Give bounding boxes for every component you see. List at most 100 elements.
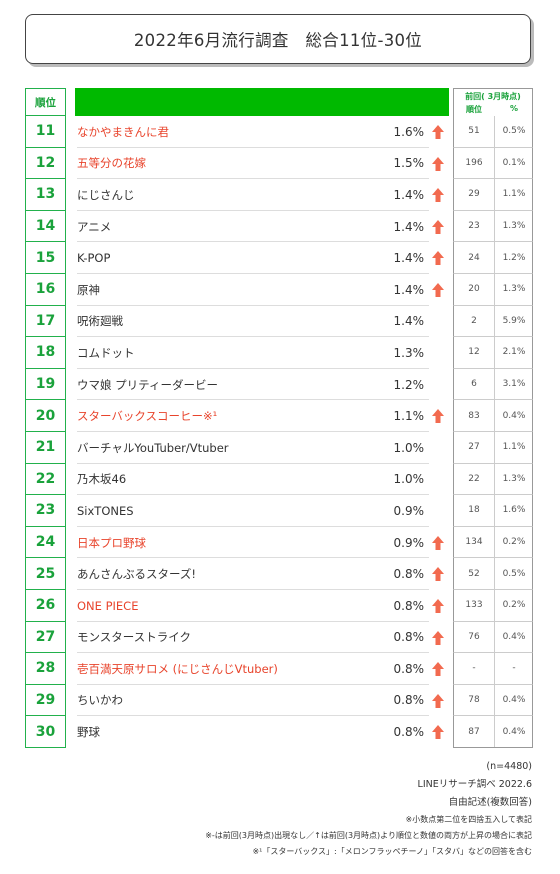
percent-value: 0.9% bbox=[393, 535, 425, 550]
rank-cell: 12 bbox=[25, 147, 66, 180]
previous-rank: 51 bbox=[468, 126, 480, 137]
previous-cell: 24 1.2% bbox=[453, 242, 533, 274]
percent-value: 1.0% bbox=[393, 440, 425, 455]
table-row: 26 ONE PIECE 0.8% 133 0.2% bbox=[25, 589, 535, 622]
previous-percent: - bbox=[512, 663, 516, 674]
previous-percent: 1.3% bbox=[502, 473, 526, 484]
percent-value: 0.8% bbox=[393, 661, 425, 676]
table-row: 20 スターバックスコーヒー※¹ 1.1% 83 0.4% bbox=[25, 400, 535, 432]
table-row: 21 バーチャルYouTuber/Vtuber 1.0% 27 1.1% bbox=[25, 431, 535, 464]
previous-percent: 3.1% bbox=[502, 379, 526, 390]
previous-rank: 18 bbox=[468, 505, 480, 516]
up-arrow-icon bbox=[432, 725, 444, 740]
previous-column-header: 前回( 3月時点) 順位 % bbox=[453, 88, 533, 116]
rank-column-header: 順位 bbox=[25, 88, 66, 116]
previous-divider bbox=[494, 242, 495, 273]
previous-rank: 23 bbox=[468, 221, 480, 232]
item-name: モンスターストライク bbox=[77, 630, 191, 645]
previous-divider bbox=[494, 431, 495, 463]
previous-rank: 78 bbox=[468, 694, 480, 705]
item-name: ちいかわ bbox=[77, 693, 123, 708]
previous-percent: 0.4% bbox=[502, 726, 526, 737]
previous-cell: 20 1.3% bbox=[453, 273, 533, 306]
item-name: スターバックスコーヒー※¹ bbox=[77, 409, 218, 424]
previous-percent: 1.2% bbox=[502, 252, 526, 263]
percent-value: 1.6% bbox=[393, 124, 425, 139]
ranking-table: 11 なかやまきんに君 1.6% 51 0.5% 12 五等分の花嫁 1.5% 196 0.1% 1… bbox=[25, 116, 535, 748]
previous-divider bbox=[494, 337, 495, 368]
previous-percent: 1.3% bbox=[502, 284, 526, 295]
percent-value: 0.8% bbox=[393, 567, 425, 582]
percent-value: 1.4% bbox=[393, 187, 425, 202]
previous-divider bbox=[494, 653, 495, 684]
rank-cell: 25 bbox=[25, 558, 66, 590]
up-arrow-icon bbox=[432, 662, 444, 677]
previous-rank: 29 bbox=[468, 189, 480, 200]
rank-cell: 18 bbox=[25, 337, 66, 369]
item-name: 原神 bbox=[77, 282, 100, 297]
previous-cell: 134 0.2% bbox=[453, 526, 533, 559]
up-arrow-icon bbox=[432, 693, 444, 708]
item-name: 五等分の花嫁 bbox=[77, 156, 146, 171]
previous-percent: 0.4% bbox=[502, 410, 526, 421]
previous-percent: 0.2% bbox=[502, 600, 526, 611]
item-name: バーチャルYouTuber/Vtuber bbox=[77, 440, 229, 455]
percent-value: 1.0% bbox=[393, 472, 425, 487]
table-row: 17 呪術廻戦 1.4% 2 5.9% bbox=[25, 305, 535, 338]
table-row: 28 壱百満天原サロメ (にじさんじVtuber) 0.8% - - bbox=[25, 653, 535, 685]
table-row: 23 SixTONES 0.9% 18 1.6% bbox=[25, 495, 535, 527]
previous-divider bbox=[494, 116, 495, 147]
row-separator bbox=[77, 462, 429, 464]
table-row: 13 にじさんじ 1.4% 29 1.1% bbox=[25, 179, 535, 211]
previous-rank: 83 bbox=[468, 410, 480, 421]
item-name: SixTONES bbox=[77, 503, 134, 518]
previous-cell: 78 0.4% bbox=[453, 684, 533, 717]
row-separator bbox=[77, 494, 429, 496]
previous-percent: 0.4% bbox=[502, 694, 526, 705]
rank-cell: 27 bbox=[25, 621, 66, 654]
previous-divider bbox=[494, 147, 495, 179]
rank-cell: 21 bbox=[25, 431, 66, 464]
rank-cell: 23 bbox=[25, 495, 66, 527]
previous-rank: 196 bbox=[465, 157, 483, 168]
previous-divider bbox=[494, 526, 495, 558]
percent-value: 1.3% bbox=[393, 345, 425, 360]
row-separator bbox=[77, 683, 429, 685]
footer-notes: (n=4480) LINEリサーチ調べ 2022.6 自由記述(複数回答) ※小… bbox=[205, 758, 532, 860]
rank-cell: 26 bbox=[25, 589, 66, 622]
percent-value: 0.8% bbox=[393, 630, 425, 645]
previous-cell: 196 0.1% bbox=[453, 147, 533, 180]
item-name: コムドット bbox=[77, 345, 135, 360]
previous-cell: 87 0.4% bbox=[453, 716, 533, 748]
up-arrow-icon bbox=[432, 598, 444, 613]
table-row: 12 五等分の花嫁 1.5% 196 0.1% bbox=[25, 147, 535, 180]
previous-percent: 0.4% bbox=[502, 631, 526, 642]
previous-cell: 52 0.5% bbox=[453, 558, 533, 590]
percent-value: 1.4% bbox=[393, 251, 425, 266]
rank-cell: 29 bbox=[25, 684, 66, 717]
row-separator bbox=[77, 399, 429, 401]
previous-percent: 0.1% bbox=[502, 157, 526, 168]
table-row: 24 日本プロ野球 0.9% 134 0.2% bbox=[25, 526, 535, 559]
item-name: 呪術廻戦 bbox=[77, 314, 123, 329]
previous-divider bbox=[494, 495, 495, 526]
table-row: 25 あんさんぶるスターズ! 0.8% 52 0.5% bbox=[25, 558, 535, 590]
previous-cell: 22 1.3% bbox=[453, 463, 533, 496]
previous-rank: 6 bbox=[471, 379, 477, 390]
percent-value: 1.5% bbox=[393, 156, 425, 171]
item-name: 壱百満天原サロメ (にじさんじVtuber) bbox=[77, 661, 278, 676]
rank-cell: 16 bbox=[25, 273, 66, 306]
previous-cell: 51 0.5% bbox=[453, 116, 533, 148]
item-name: 乃木坂46 bbox=[77, 472, 127, 487]
previous-divider bbox=[494, 589, 495, 621]
previous-rank: 134 bbox=[465, 537, 483, 548]
previous-percent: 0.2% bbox=[502, 537, 526, 548]
previous-rank: 27 bbox=[468, 442, 480, 453]
up-arrow-icon bbox=[432, 219, 444, 234]
row-separator bbox=[77, 367, 429, 369]
up-arrow-icon bbox=[432, 409, 444, 424]
previous-divider bbox=[494, 400, 495, 431]
up-arrow-icon bbox=[432, 535, 444, 550]
previous-percent: 1.1% bbox=[502, 442, 526, 453]
note-legend: ※-は前回(3月時点)出現なし／↑は前回(3月時点)より順位と数値の両方が上昇の… bbox=[205, 831, 532, 840]
